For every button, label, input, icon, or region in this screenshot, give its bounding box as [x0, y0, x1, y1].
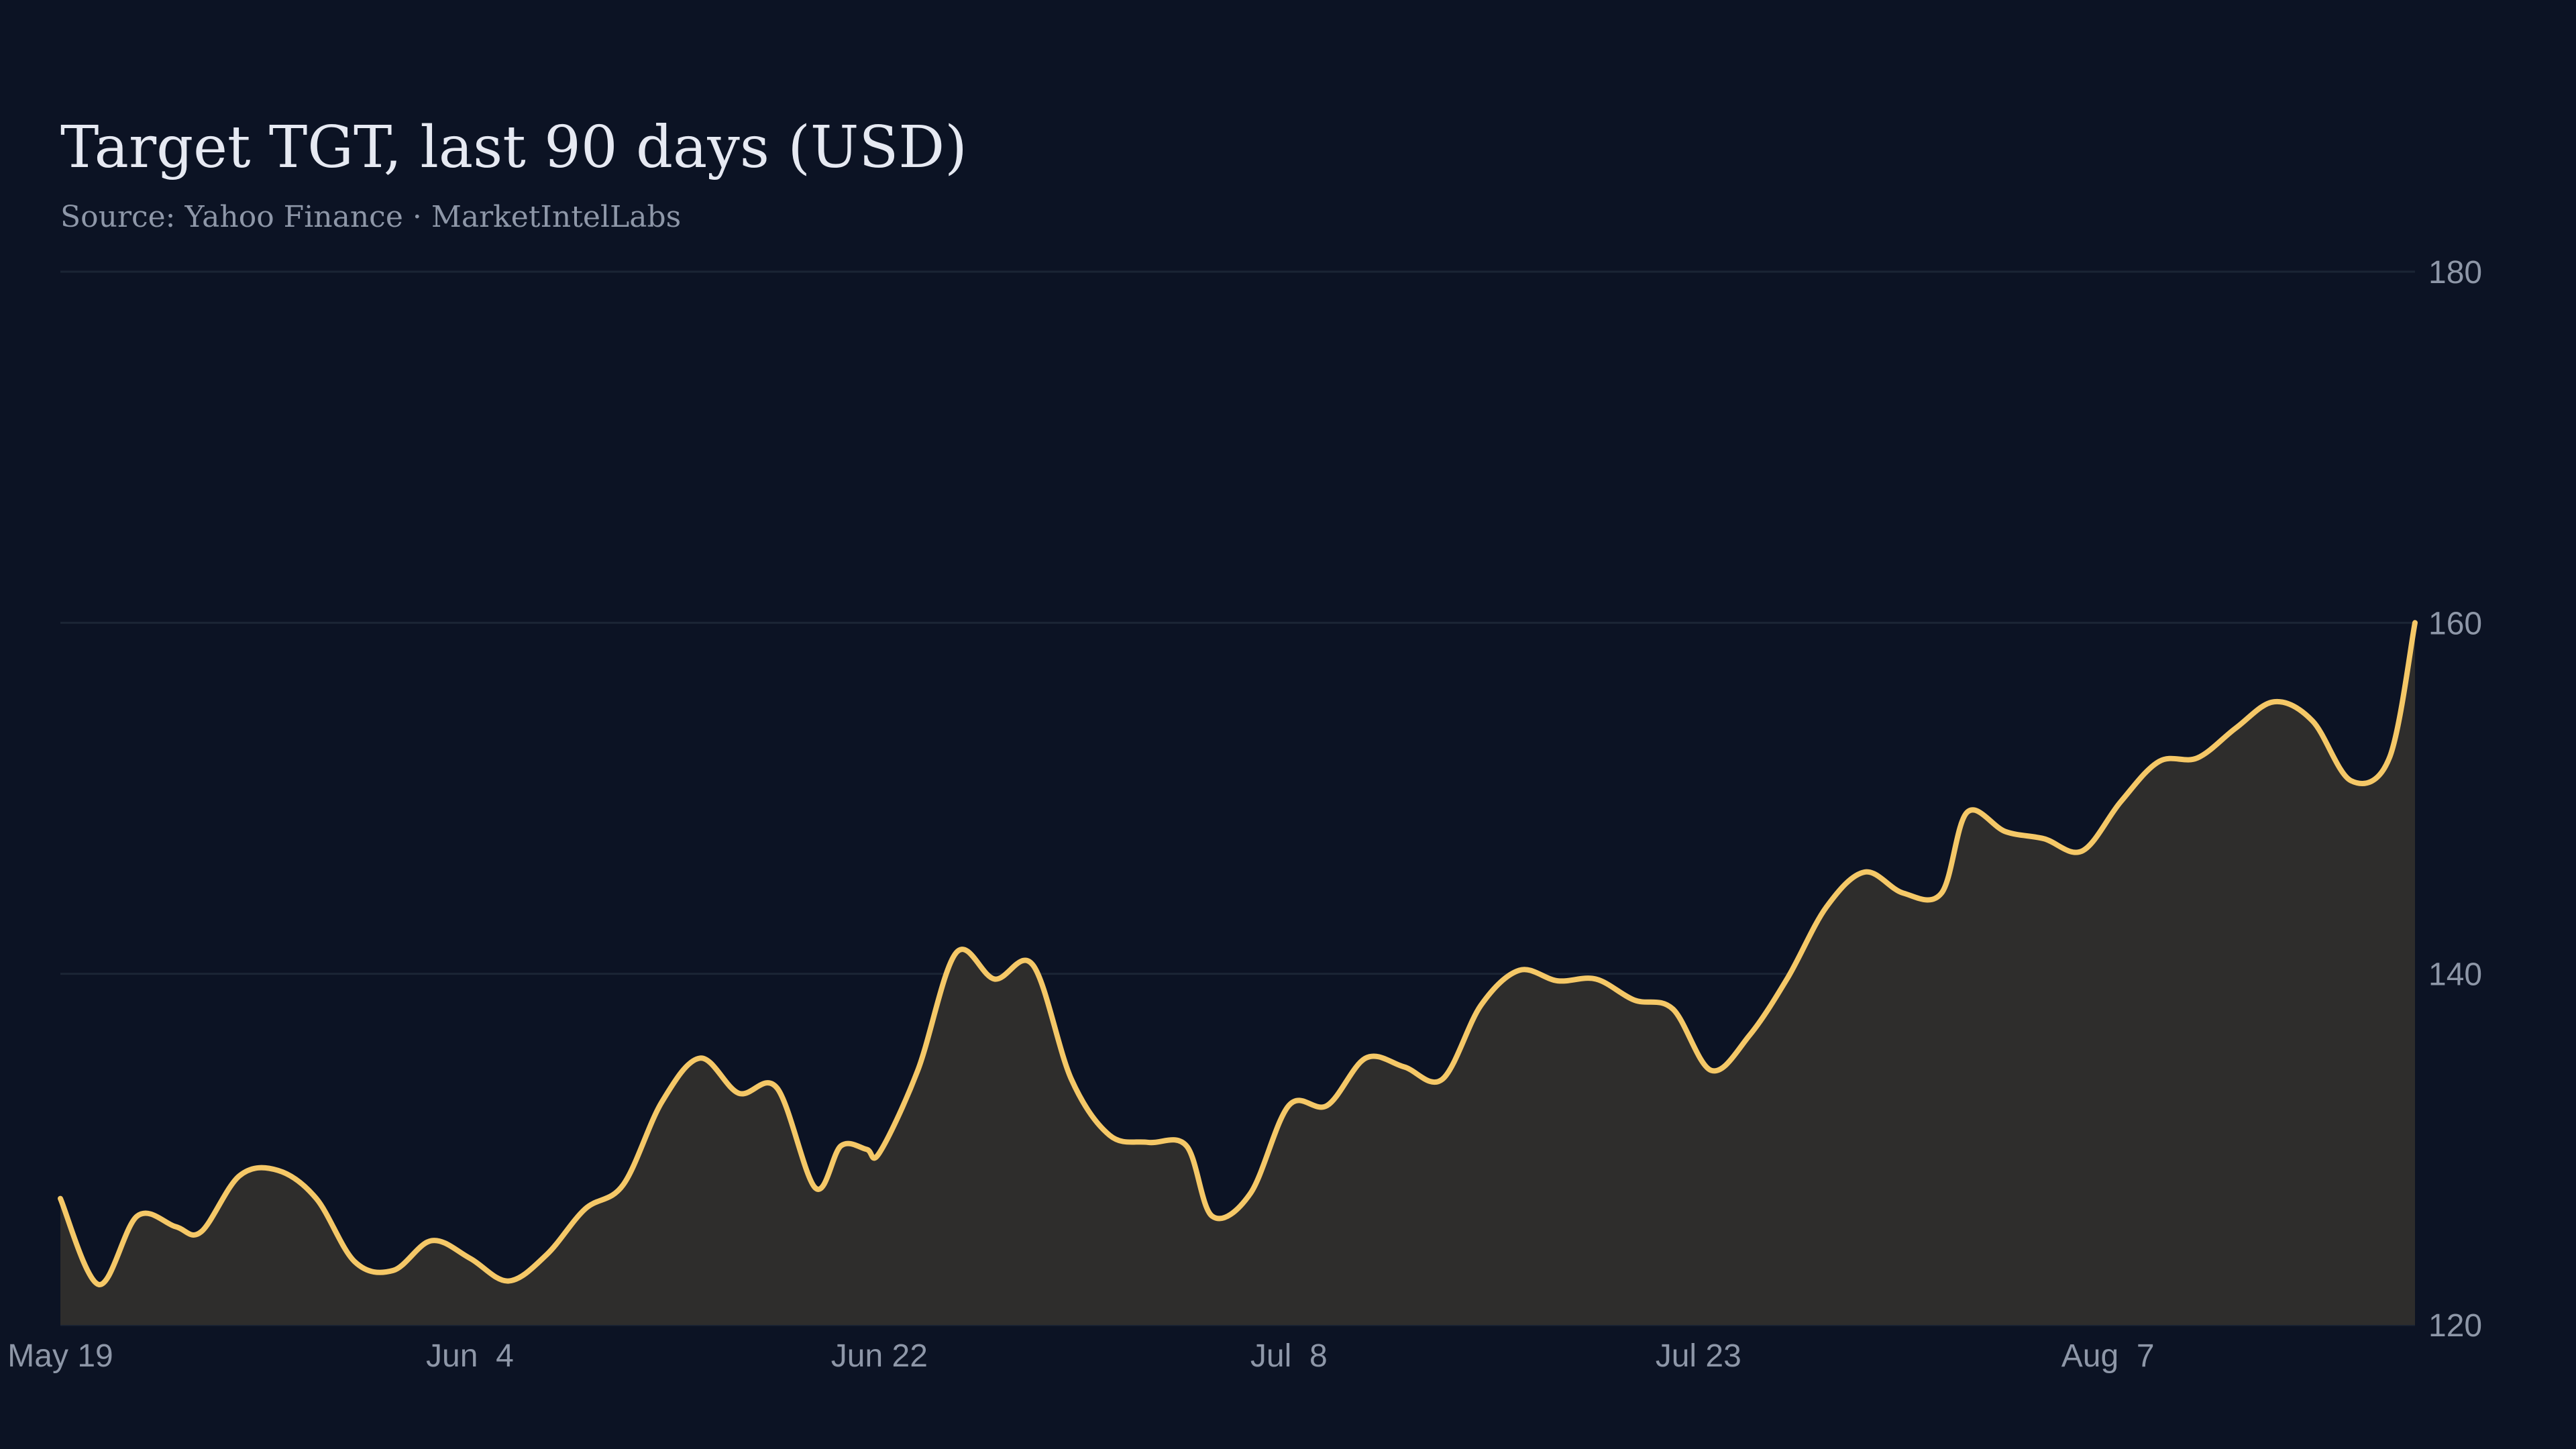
x-tick-label-2: Jun 22: [831, 1338, 928, 1374]
chart-subtitle: Source: Yahoo Finance · MarketIntelLabs: [60, 200, 682, 234]
x-tick-label-0: May 19: [7, 1338, 113, 1374]
price-line: [58, 620, 2418, 1287]
x-tick-label-1: Jun 4: [426, 1338, 514, 1374]
y-tick-label-180: 180: [2428, 255, 2482, 290]
y-tick-label-140: 140: [2428, 957, 2482, 993]
y-tick-label-160: 160: [2428, 606, 2482, 641]
line-layer: [58, 620, 2418, 1287]
x-tick-label-4: Jul 23: [1656, 1338, 1741, 1374]
x-tick-label-3: Jul 8: [1250, 1338, 1328, 1374]
x-tick-label-5: Aug 7: [2061, 1338, 2155, 1374]
x-axis-ticks: May 19 Jun 4 Jun 22 Jul 8 Jul 23 Aug 7: [7, 1338, 2154, 1374]
price-area: [60, 623, 2415, 1325]
chart-title: Target TGT, last 90 days (USD): [60, 114, 967, 181]
y-axis-ticks: 120 140 160 180: [2428, 255, 2482, 1344]
area-layer: [60, 623, 2415, 1325]
y-tick-label-120: 120: [2428, 1308, 2482, 1344]
